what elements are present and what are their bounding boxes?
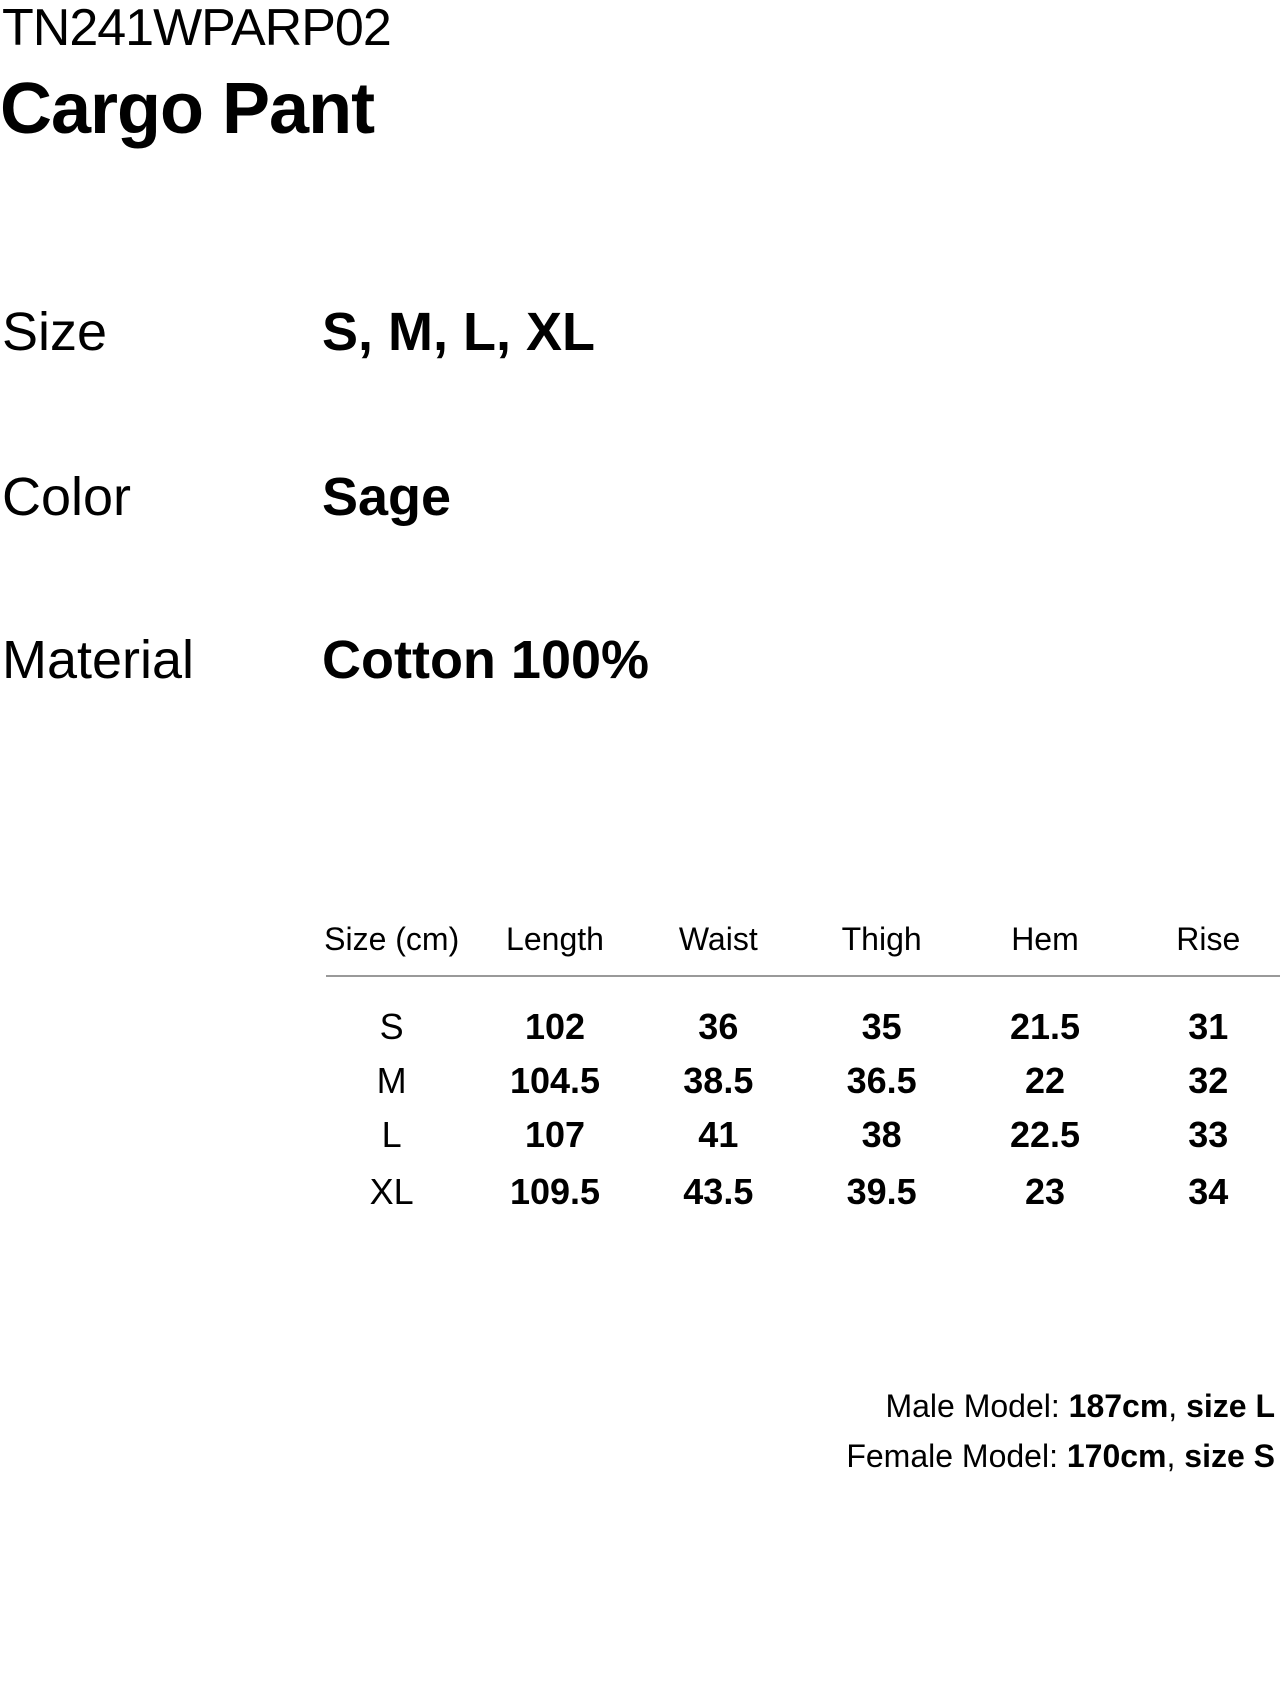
product-title: Cargo Pant [0,69,375,149]
cell-thigh: 35 [861,1006,902,1047]
cell-length: 102 [524,1006,586,1047]
cell-length: 109.5 [509,1171,601,1212]
product-code: TN241WPARP02 [2,0,392,57]
cell-waist: 41 [698,1114,739,1155]
table-row-m: M 104.5 38.5 36.5 22 32 [310,1063,1280,1099]
spec-row-color: Color Sage [0,470,1280,524]
cell-hem: 23 [1024,1171,1065,1212]
table-row-s: S 102 36 35 21.5 31 [310,1009,1280,1045]
cell-hem: 22.5 [1009,1114,1081,1155]
spec-row-material: Material Cotton 100% [0,633,1280,687]
spec-row-size: Size S, M, L, XL [0,305,1280,359]
female-model-height: 170cm [1066,1438,1167,1474]
cell-thigh: 36.5 [846,1060,917,1101]
cell-rise: 31 [1188,1006,1229,1047]
cell-rise: 34 [1188,1171,1229,1212]
male-model-separator: , [1168,1388,1187,1424]
cell-length: 107 [524,1114,586,1155]
cell-length: 104.5 [509,1060,601,1101]
male-model-label: Male Model: [885,1388,1069,1424]
header-divider-line [326,975,1280,977]
cell-size: M [376,1060,407,1101]
female-model-info: Female Model: 170cm, size S [846,1440,1275,1472]
column-header-waist: Waist [678,921,758,957]
spec-label-material: Material [2,630,195,690]
cell-thigh: 39.5 [846,1171,917,1212]
spec-label-color: Color [2,467,132,527]
female-model-size: size S [1184,1438,1275,1474]
cell-thigh: 38 [861,1114,902,1155]
column-header-length: Length [506,921,604,957]
male-model-height: 187cm [1068,1388,1169,1424]
cell-hem: 21.5 [1009,1006,1081,1047]
cell-size: L [381,1114,402,1155]
column-header-rise: Rise [1176,921,1241,957]
table-row-xl: XL 109.5 43.5 39.5 23 34 [310,1174,1280,1210]
cell-size: S [379,1006,404,1047]
size-chart-header-row: Size (cm) Length Waist Thigh Hem Rise [310,923,1280,955]
female-model-label: Female Model: [846,1438,1067,1474]
spec-value-size: S, M, L, XL [322,302,596,362]
spec-value-material: Cotton 100% [322,630,650,690]
cell-size: XL [369,1171,414,1212]
cell-waist: 43.5 [683,1171,754,1212]
spec-value-color: Sage [322,467,452,527]
table-row-l: L 107 41 38 22.5 33 [310,1117,1280,1153]
cell-hem: 22 [1024,1060,1065,1101]
column-header-hem: Hem [1011,921,1079,957]
spec-label-size: Size [2,302,108,362]
cell-rise: 33 [1188,1114,1229,1155]
column-header-size: Size (cm) [324,921,460,957]
male-model-info: Male Model: 187cm, size L [885,1390,1275,1422]
cell-waist: 38.5 [683,1060,754,1101]
cell-waist: 36 [698,1006,739,1047]
column-header-thigh: Thigh [841,921,922,957]
female-model-separator: , [1166,1438,1185,1474]
male-model-size: size L [1186,1388,1275,1424]
cell-rise: 32 [1188,1060,1229,1101]
size-chart-table: Size (cm) Length Waist Thigh Hem Rise S … [310,0,1280,1707]
